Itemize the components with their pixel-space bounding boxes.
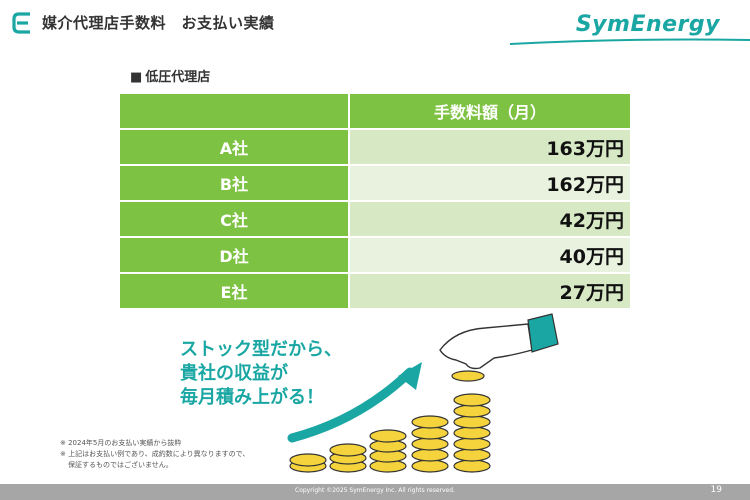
slogan-line: ストック型だから、 bbox=[180, 339, 342, 360]
table-header-fee: 手数料額（月） bbox=[350, 94, 630, 128]
footer-bar bbox=[0, 484, 750, 500]
footnotes: ※ 2024年5月のお支払い実績から抜粋 ※ 上記はお支払い例であり、成約数によ… bbox=[60, 438, 249, 471]
fee-amount: 27万円 bbox=[350, 274, 630, 308]
page-title: 媒介代理店手数料 お支払い実績 bbox=[42, 14, 275, 32]
copyright-text: Copyright ©2025 SymEnergy Inc. All right… bbox=[295, 487, 455, 494]
agency-name: A社 bbox=[120, 130, 350, 164]
footnote-line: ※ 上記はお支払い例であり、成約数により異なりますので、 bbox=[60, 450, 250, 458]
agency-name: B社 bbox=[120, 166, 350, 200]
table-header-empty bbox=[120, 94, 350, 128]
fee-amount: 163万円 bbox=[350, 130, 630, 164]
table-row: B社 162万円 bbox=[120, 166, 630, 200]
table-row: A社 163万円 bbox=[120, 130, 630, 164]
table-row: D社 40万円 bbox=[120, 238, 630, 272]
brand-logo: SymEnergy bbox=[575, 12, 720, 37]
page-number: 19 bbox=[710, 485, 722, 495]
section-label-text: 低圧代理店 bbox=[145, 70, 211, 85]
fee-amount: 42万円 bbox=[350, 202, 630, 236]
slogan: ストック型だから、 貴社の収益が 毎月積み上がる！ bbox=[180, 338, 342, 410]
table-row: C社 42万円 bbox=[120, 202, 630, 236]
table-row: E社 27万円 bbox=[120, 274, 630, 308]
company-logo-icon bbox=[12, 12, 30, 34]
coin-stack-illustration bbox=[287, 313, 559, 473]
section-label: ■ 低圧代理店 bbox=[130, 66, 210, 85]
agency-name: E社 bbox=[120, 274, 350, 308]
brand-swoosh-decoration bbox=[510, 38, 750, 45]
slogan-line: 貴社の収益が bbox=[180, 363, 288, 384]
fee-table: 手数料額（月） A社 163万円 B社 162万円 C社 42万円 D社 40万… bbox=[120, 92, 630, 310]
agency-name: D社 bbox=[120, 238, 350, 272]
growth-arrow-icon bbox=[287, 362, 422, 443]
coin-stack-icon bbox=[289, 370, 491, 473]
fee-amount: 162万円 bbox=[350, 166, 630, 200]
footnote-line: 保証するものではございません。 bbox=[68, 461, 173, 469]
hand-icon bbox=[439, 313, 559, 370]
square-bullet-icon: ■ bbox=[130, 70, 143, 85]
fee-amount: 40万円 bbox=[350, 238, 630, 272]
agency-name: C社 bbox=[120, 202, 350, 236]
slogan-line: 毎月積み上がる！ bbox=[180, 387, 324, 408]
footnote-line: ※ 2024年5月のお支払い実績から抜粋 bbox=[60, 439, 182, 447]
